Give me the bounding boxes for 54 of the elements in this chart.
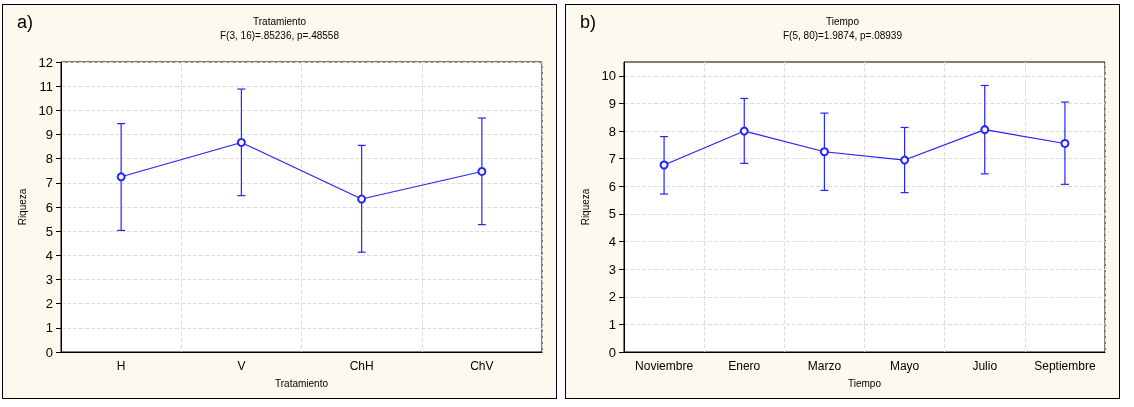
chart-title: Tiempo <box>826 15 860 27</box>
point <box>477 166 487 176</box>
y-tick-label: 0 <box>45 344 53 360</box>
y-tick-label: 0 <box>608 344 616 360</box>
point <box>1060 138 1070 148</box>
y-tick-label: 2 <box>45 296 53 312</box>
y-tick-label: 4 <box>608 234 616 250</box>
y-tick-label: 1 <box>608 316 616 332</box>
point <box>819 147 829 157</box>
x-tick-label: Mayo <box>889 359 920 373</box>
y-tick-label: 12 <box>38 54 53 70</box>
y-tick-label: 8 <box>608 123 616 139</box>
x-tick-label: Septiembre <box>1034 359 1096 373</box>
x-tick-label: Julio <box>972 359 998 373</box>
chart-title: Tratamiento <box>253 15 307 27</box>
y-tick-label: 6 <box>608 178 616 194</box>
x-tick-label: H <box>116 359 126 373</box>
y-tick-label: 1 <box>45 320 53 336</box>
y-tick-label: 7 <box>608 151 616 167</box>
y-tick-label: 4 <box>45 247 53 263</box>
x-tick-label: Marzo <box>807 359 842 373</box>
x-axis-title: Tiempo <box>848 377 882 389</box>
x-tick-label: Enero <box>728 359 761 373</box>
y-tick-label: 5 <box>45 223 53 239</box>
point <box>357 194 367 204</box>
point <box>116 172 126 182</box>
y-tick-label: 3 <box>608 261 616 277</box>
y-tick-label: 7 <box>45 175 53 191</box>
y-axis-title: Riqueza <box>16 188 28 226</box>
point <box>236 137 246 147</box>
y-tick-label: 8 <box>45 151 53 167</box>
y-tick-label: 11 <box>39 78 53 94</box>
x-tick-label: ChV <box>470 359 494 373</box>
point <box>739 126 749 136</box>
point <box>900 155 910 165</box>
chart-subtitle: F(5, 80)=1.9874, p=.08939 <box>783 29 903 41</box>
point <box>659 160 669 170</box>
chart-subtitle: F(3, 16)=.85236, p=.48558 <box>220 29 340 41</box>
text: b) <box>580 12 597 32</box>
y-tick-label: 9 <box>45 127 53 142</box>
y-tick-label: 6 <box>45 199 53 215</box>
y-tick-label: 9 <box>608 95 616 111</box>
x-tick-label: V <box>237 359 246 373</box>
point <box>980 125 990 135</box>
y-tick-label: 10 <box>601 68 616 84</box>
y-tick-label: 2 <box>608 289 616 305</box>
x-tick-label: Noviembre <box>635 359 694 373</box>
y-tick-label: 5 <box>608 206 616 222</box>
x-axis-title: Tratamiento <box>275 377 329 389</box>
y-tick-label: 10 <box>38 102 53 118</box>
x-tick-label: ChH <box>349 359 374 373</box>
text: a) <box>17 12 34 32</box>
y-tick-label: 3 <box>45 272 53 287</box>
y-axis-title: Riqueza <box>579 188 591 226</box>
